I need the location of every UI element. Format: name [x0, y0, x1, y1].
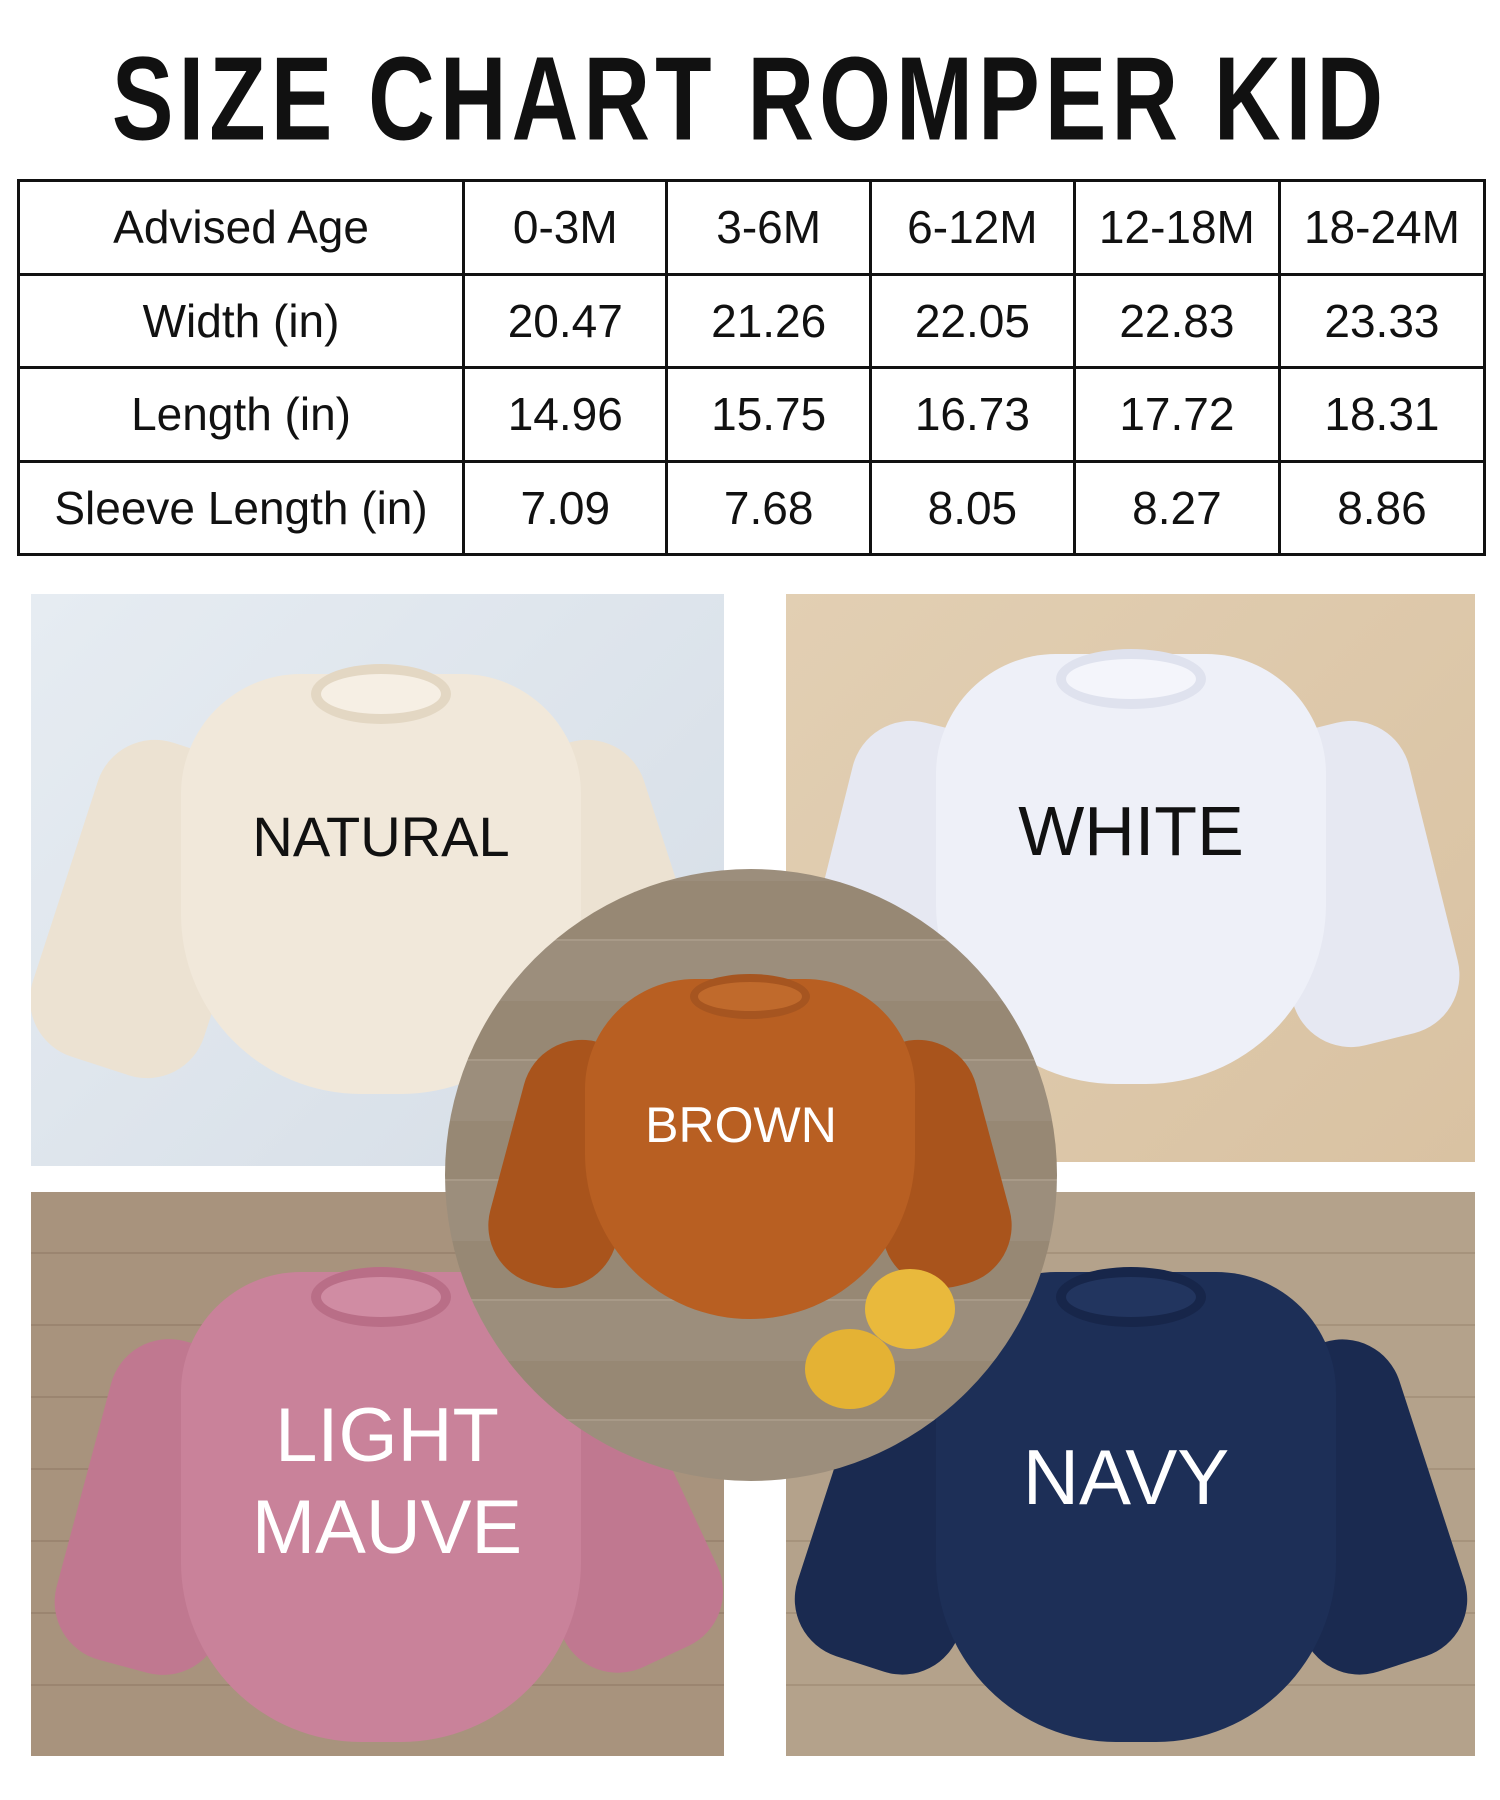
table-cell: 18.31 [1277, 366, 1487, 463]
header-cell: 12-18M [1072, 179, 1281, 276]
color-label-navy: NAVY [1022, 1433, 1230, 1521]
color-label-mauve: MAUVE [251, 1485, 523, 1570]
romper-collar [311, 1267, 451, 1327]
table-cell: 14.96 [462, 366, 669, 463]
header-cell: Advised Age [16, 179, 466, 276]
color-label-brown: BROWN [645, 1097, 837, 1153]
table-cell: 15.75 [665, 366, 872, 463]
header-cell: 6-12M [868, 179, 1076, 276]
table-cell: 8.05 [868, 459, 1076, 556]
table-cell: 22.05 [868, 272, 1076, 369]
table-row: Sleeve Length (in) 7.09 7.68 8.05 8.27 8… [16, 459, 1487, 556]
table-cell: 8.86 [1277, 459, 1487, 556]
table-cell: 23.33 [1277, 272, 1487, 369]
table-cell: 8.27 [1072, 459, 1281, 556]
row-label: Sleeve Length (in) [16, 459, 466, 556]
romper-collar [311, 664, 451, 724]
row-label: Length (in) [16, 366, 466, 463]
table-cell: 16.73 [868, 366, 1076, 463]
header-cell: 3-6M [665, 179, 872, 276]
romper-navy [936, 1272, 1336, 1742]
pumpkin [865, 1269, 955, 1349]
table-cell: 7.68 [665, 459, 872, 556]
color-label-natural: NATURAL [252, 805, 510, 868]
table-cell: 21.26 [665, 272, 872, 369]
page-title: SIZE CHART ROMPER KID [111, 32, 1389, 166]
pumpkin [805, 1329, 895, 1409]
table-row: Length (in) 14.96 15.75 16.73 17.72 18.3… [16, 366, 1487, 463]
table-header-row: Advised Age 0-3M 3-6M 6-12M 12-18M 18-24… [16, 179, 1487, 276]
photo-white: WHITE [786, 594, 1475, 1162]
table-cell: 22.83 [1072, 272, 1281, 369]
romper-collar [1056, 1267, 1206, 1327]
romper-brown [585, 979, 915, 1319]
table-cell: 17.72 [1072, 366, 1281, 463]
header-cell: 0-3M [462, 179, 669, 276]
table-cell: 7.09 [462, 459, 669, 556]
photo-brown: BROWN [445, 869, 1057, 1481]
photo-natural: NATURAL [31, 594, 724, 1166]
romper-collar [1056, 649, 1206, 709]
size-chart-table: Advised Age 0-3M 3-6M 6-12M 12-18M 18-24… [16, 179, 1487, 556]
color-label-white: WHITE [1018, 792, 1244, 870]
header-cell: 18-24M [1277, 179, 1487, 276]
table-cell: 20.47 [462, 272, 669, 369]
color-label-light: LIGHT [275, 1393, 499, 1478]
table-row: Width (in) 20.47 21.26 22.05 22.83 23.33 [16, 272, 1487, 369]
romper-collar [690, 974, 810, 1019]
row-label: Width (in) [16, 272, 466, 369]
